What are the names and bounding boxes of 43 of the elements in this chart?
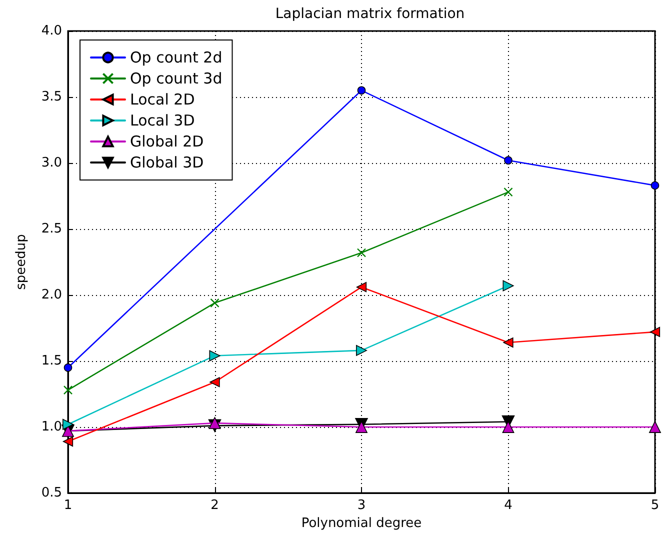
- point: [649, 421, 661, 433]
- point: [650, 326, 660, 338]
- y-tick-label: 1.5: [41, 354, 62, 368]
- x-axis-title: Polynomial degree: [301, 516, 422, 531]
- point: [356, 421, 368, 433]
- legend-label: Global 2D: [130, 132, 204, 150]
- x-tick-label: 1: [64, 498, 72, 513]
- point: [210, 298, 220, 308]
- y-tick-label: 3.5: [41, 90, 62, 104]
- point: [356, 344, 367, 356]
- legend-label: Local 2D: [130, 90, 195, 108]
- point: [62, 418, 74, 430]
- point: [504, 156, 512, 165]
- point: [210, 377, 220, 388]
- legend-label: Global 3D: [130, 154, 204, 172]
- point: [502, 421, 514, 433]
- y-axis-title: speedup: [14, 234, 29, 290]
- legend-label: Local 3D: [130, 112, 195, 130]
- point: [356, 248, 366, 258]
- y-tick-label: 0.5: [41, 486, 62, 500]
- point: [503, 337, 514, 348]
- legend-label: Op count 3d: [130, 70, 222, 88]
- y-tick-label: 2.5: [41, 222, 62, 236]
- y-tick-label: 2.0: [41, 288, 62, 302]
- legend-label: Op count 2d: [130, 48, 222, 66]
- y-tick-label: 1.0: [41, 420, 62, 434]
- point: [504, 187, 513, 197]
- x-tick-label: 3: [357, 498, 366, 513]
- x-tick-label: 2: [210, 498, 219, 513]
- point: [63, 385, 73, 395]
- x-tick-label: 5: [650, 498, 660, 513]
- point: [650, 181, 660, 190]
- y-tick-label: 4.0: [41, 24, 62, 38]
- point: [502, 280, 514, 292]
- point: [62, 436, 74, 447]
- point: [356, 282, 367, 292]
- point: [209, 350, 220, 362]
- x-tick-label: 4: [504, 498, 512, 513]
- chart-title: Laplacian matrix formation: [275, 6, 465, 22]
- y-tick-label: 3.0: [41, 156, 62, 170]
- point: [64, 363, 72, 372]
- point: [357, 86, 366, 95]
- point: [208, 417, 221, 429]
